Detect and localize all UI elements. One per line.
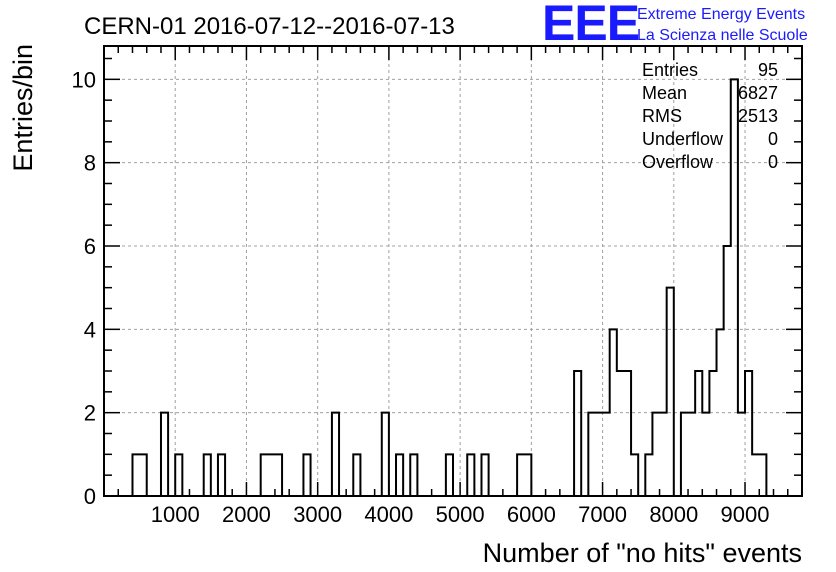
y-axis-title: Entries/bin — [8, 44, 38, 172]
y-tick-label: 4 — [84, 317, 96, 342]
stats-value: 6827 — [738, 83, 778, 103]
axis-ticks — [103, 46, 803, 497]
stats-label: Underflow — [642, 129, 724, 149]
plot-frame — [103, 45, 803, 497]
x-tick-label: 1000 — [151, 502, 200, 527]
stats-box: Entries 95 Mean 6827 RMS 2513 Underflow 0 Overfl… — [642, 60, 778, 172]
y-tick-label: 2 — [84, 401, 96, 426]
tick-labels: 1000 2000 3000 4000 5000 6000 7000 8000 9000 0 2 4 6… — [72, 67, 770, 527]
y-tick-label: 6 — [84, 234, 96, 259]
y-tick-label: 8 — [84, 151, 96, 176]
eee-logo: EEE Extreme Energy Events La Scienza nel… — [542, 0, 808, 51]
chart-title: CERN-01 2016-07-12--2016-07-13 — [84, 13, 455, 40]
stats-value: 0 — [768, 152, 778, 172]
stats-label: Mean — [642, 83, 687, 103]
logo-line-1: Extreme Energy Events — [637, 6, 805, 23]
stats-label: RMS — [642, 106, 682, 126]
grid-lines — [104, 46, 802, 496]
stats-value: 2513 — [738, 106, 778, 126]
stats-label: Overflow — [642, 152, 714, 172]
stats-label: Entries — [642, 60, 698, 80]
y-tick-label: 10 — [72, 67, 96, 92]
logo-line-2: La Scienza nelle Scuole — [637, 27, 808, 44]
stats-value: 95 — [758, 60, 778, 80]
logo-mark: EEE — [542, 0, 639, 51]
x-tick-label: 8000 — [649, 502, 698, 527]
x-tick-label: 4000 — [364, 502, 413, 527]
x-tick-label: 6000 — [507, 502, 556, 527]
stats-value: 0 — [768, 129, 778, 149]
x-tick-label: 2000 — [222, 502, 271, 527]
x-tick-label: 3000 — [293, 502, 342, 527]
x-tick-label: 5000 — [436, 502, 485, 527]
x-axis-title: Number of "no hits" events — [483, 538, 802, 568]
x-tick-label: 7000 — [578, 502, 627, 527]
y-tick-label: 0 — [84, 484, 96, 509]
x-tick-label: 9000 — [721, 502, 770, 527]
